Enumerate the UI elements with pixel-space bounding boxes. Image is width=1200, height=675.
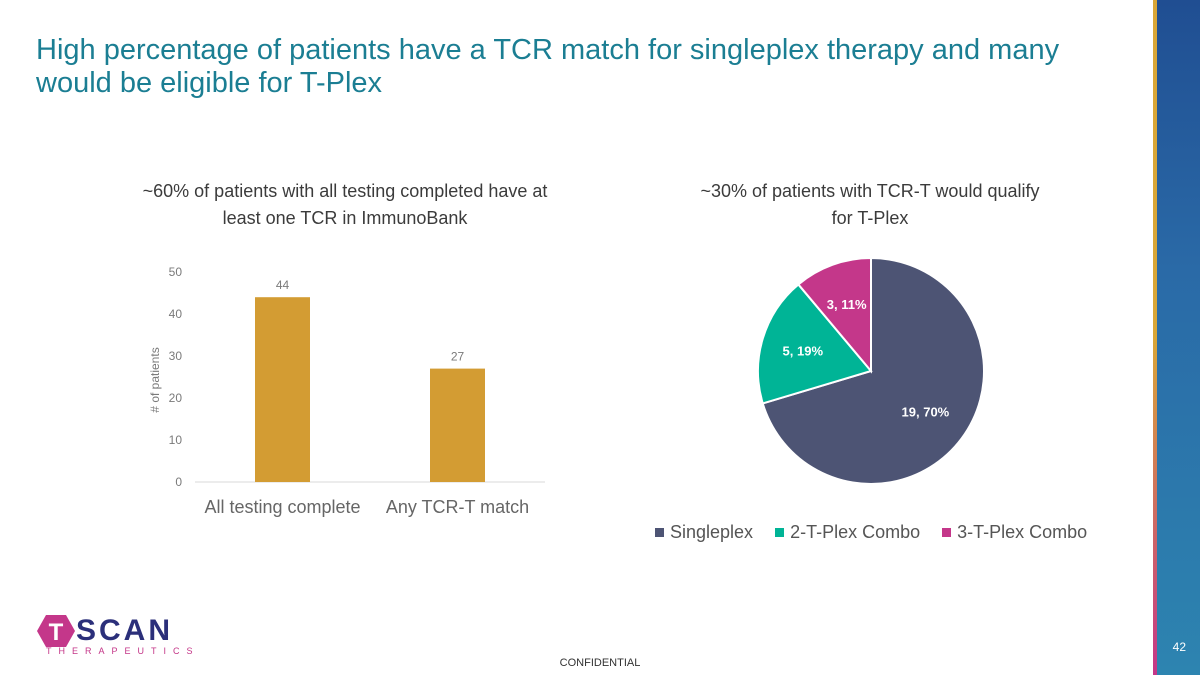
x-category-label-1: Any TCR-T match bbox=[386, 497, 529, 517]
pie-legend: Singleplex 2-T-Plex Combo 3-T-Plex Combo bbox=[655, 522, 1105, 543]
logo-hexagon-letter: T bbox=[49, 619, 64, 646]
logo-wordmark: SCAN bbox=[76, 613, 173, 649]
pie-slice-2 bbox=[796, 256, 872, 374]
legend-swatch-2-t-plex bbox=[775, 528, 785, 537]
y-tick-label-4: 40 bbox=[169, 307, 183, 321]
page-title: High percentage of patients have a TCR m… bbox=[36, 34, 1060, 99]
legend-swatch-singleplex bbox=[655, 528, 664, 537]
confidential-footer: CONFIDENTIAL bbox=[559, 657, 641, 669]
pie-slice-0 bbox=[761, 256, 985, 485]
logo-hexagon-icon: T bbox=[37, 615, 75, 647]
side-panel: 42 bbox=[1157, 0, 1200, 675]
legend-swatch-3-t-plex bbox=[942, 528, 952, 537]
pie-chart-title: ~30% of patients with TCR-T would qualif… bbox=[700, 181, 1040, 228]
y-tick-label-3: 30 bbox=[169, 349, 183, 363]
side-accent-stripe bbox=[1153, 0, 1157, 675]
legend-label-singleplex: Singleplex bbox=[670, 522, 754, 542]
bar-1 bbox=[430, 368, 485, 482]
legend-label-3-t-plex: 3-T-Plex Combo bbox=[957, 522, 1088, 542]
pie-chart: 19, 70% 5, 19% 3, 11% bbox=[757, 256, 985, 485]
bar-chart-title: ~60% of patients with all testing comple… bbox=[142, 181, 548, 228]
pie-data-label-2: 3, 11% bbox=[827, 297, 867, 312]
bar-data-label-0: 44 bbox=[276, 278, 290, 292]
pie-slice-1 bbox=[757, 283, 873, 405]
legend-label-2-t-plex: 2-T-Plex Combo bbox=[790, 522, 921, 542]
bar-0 bbox=[255, 297, 310, 482]
logo-word: SCAN bbox=[76, 614, 174, 647]
x-category-label-0: All testing complete bbox=[204, 497, 360, 517]
y-tick-label-2: 20 bbox=[169, 391, 183, 405]
legend-item-3-t-plex: 3-T-Plex Combo bbox=[942, 522, 1087, 543]
y-tick-label-5: 50 bbox=[169, 265, 183, 279]
legend-item-2-t-plex: 2-T-Plex Combo bbox=[775, 522, 920, 543]
y-tick-label-1: 10 bbox=[169, 433, 183, 447]
logo-subtitle: THERAPEUTICS bbox=[46, 646, 200, 656]
bar-chart: # of patients 0 10 20 30 40 50 44 All testing c… bbox=[148, 265, 545, 517]
pie-data-label-0: 19, 70% bbox=[902, 404, 950, 419]
pie-data-label-1: 5, 19% bbox=[783, 344, 824, 359]
page-number: 42 bbox=[1172, 640, 1186, 654]
bar-data-label-1: 27 bbox=[451, 350, 465, 364]
y-axis-label: # of patients bbox=[148, 347, 162, 412]
legend-item-singleplex: Singleplex bbox=[655, 522, 753, 543]
y-tick-label-0: 0 bbox=[175, 475, 182, 489]
